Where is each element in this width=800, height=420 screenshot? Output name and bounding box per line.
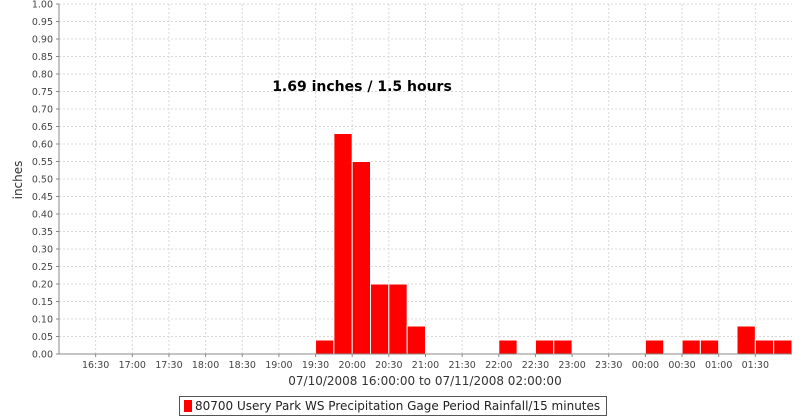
y-tick-label: 1.00 (32, 0, 53, 11)
y-tick-label: 0.65 (32, 122, 53, 133)
rainfall-bar (315, 339, 335, 355)
y-tick-label: 0.85 (32, 52, 53, 63)
rainfall-bar (553, 339, 573, 355)
x-tick-label: 01:00 (705, 360, 732, 371)
x-tick-label: 16:30 (82, 360, 109, 371)
plot-background (59, 4, 792, 354)
y-axis-ticks: 0.00 0.05 0.10 0.15 0.20 0.25 0.30 0.35 0.40 0.45… (32, 0, 59, 361)
rainfall-bar (773, 339, 793, 355)
x-tick-label: 22:30 (522, 360, 549, 371)
y-tick-label: 0.90 (32, 35, 53, 46)
y-tick-label: 0.00 (32, 350, 53, 361)
x-tick-label: 18:00 (192, 360, 219, 371)
y-tick-label: 0.10 (32, 315, 53, 326)
rainfall-bar (534, 339, 555, 355)
y-tick-label: 0.20 (32, 280, 53, 291)
y-tick-label: 0.45 (32, 192, 53, 203)
y-tick-label: 0.40 (32, 210, 53, 221)
y-axis-label: inches (11, 161, 25, 200)
y-tick-label: 0.35 (32, 227, 53, 238)
rainfall-bar (333, 133, 353, 355)
x-tick-label: 18:30 (229, 360, 256, 371)
x-axis-label: 07/10/2008 16:00:00 to 07/11/2008 02:00:… (288, 374, 561, 388)
rainfall-bar (406, 325, 426, 355)
rainfall-bar (736, 325, 756, 355)
rainfall-bar (681, 339, 701, 355)
rainfall-bar (498, 339, 518, 355)
y-tick-label: 0.60 (32, 140, 53, 151)
y-tick-label: 0.70 (32, 105, 53, 116)
x-tick-label: 20:30 (375, 360, 402, 371)
y-tick-label: 0.30 (32, 245, 53, 256)
legend: 80700 Usery Park WS Precipitation Gage P… (179, 396, 608, 416)
x-tick-label: 23:00 (558, 360, 585, 371)
rainfall-bar (754, 339, 775, 355)
rainfall-bar (388, 283, 408, 355)
legend-swatch (184, 400, 192, 412)
x-tick-label: 22:00 (485, 360, 512, 371)
x-tick-label: 00:30 (668, 360, 695, 371)
x-tick-label: 00:00 (632, 360, 659, 371)
y-tick-label: 0.95 (32, 17, 53, 28)
x-tick-label: 19:30 (302, 360, 329, 371)
legend-label: 80700 Usery Park WS Precipitation Gage P… (195, 399, 601, 413)
y-tick-label: 0.50 (32, 175, 53, 186)
x-tick-label: 20:00 (339, 360, 366, 371)
rainfall-bar (351, 161, 372, 355)
x-tick-label: 17:30 (155, 360, 182, 371)
x-tick-label: 01:30 (742, 360, 769, 371)
y-tick-label: 0.80 (32, 70, 53, 81)
rainfall-bar (699, 339, 720, 355)
x-tick-label: 21:30 (448, 360, 475, 371)
x-tick-label: 17:00 (119, 360, 146, 371)
x-axis-ticks: 16:30 17:00 17:30 18:00 18:30 19:00 19:30 20:00… (82, 354, 769, 371)
x-tick-label: 23:30 (595, 360, 622, 371)
y-tick-label: 0.15 (32, 297, 53, 308)
rainfall-bar (370, 283, 390, 355)
y-tick-label: 0.25 (32, 262, 53, 273)
bars (315, 133, 793, 355)
y-tick-label: 0.55 (32, 157, 53, 168)
rainfall-bar (644, 339, 665, 355)
x-tick-label: 21:00 (412, 360, 439, 371)
x-tick-label: 19:00 (265, 360, 292, 371)
y-tick-label: 0.05 (32, 332, 53, 343)
annotation: 1.69 inches / 1.5 hours (272, 79, 452, 95)
y-tick-label: 0.75 (32, 87, 53, 98)
